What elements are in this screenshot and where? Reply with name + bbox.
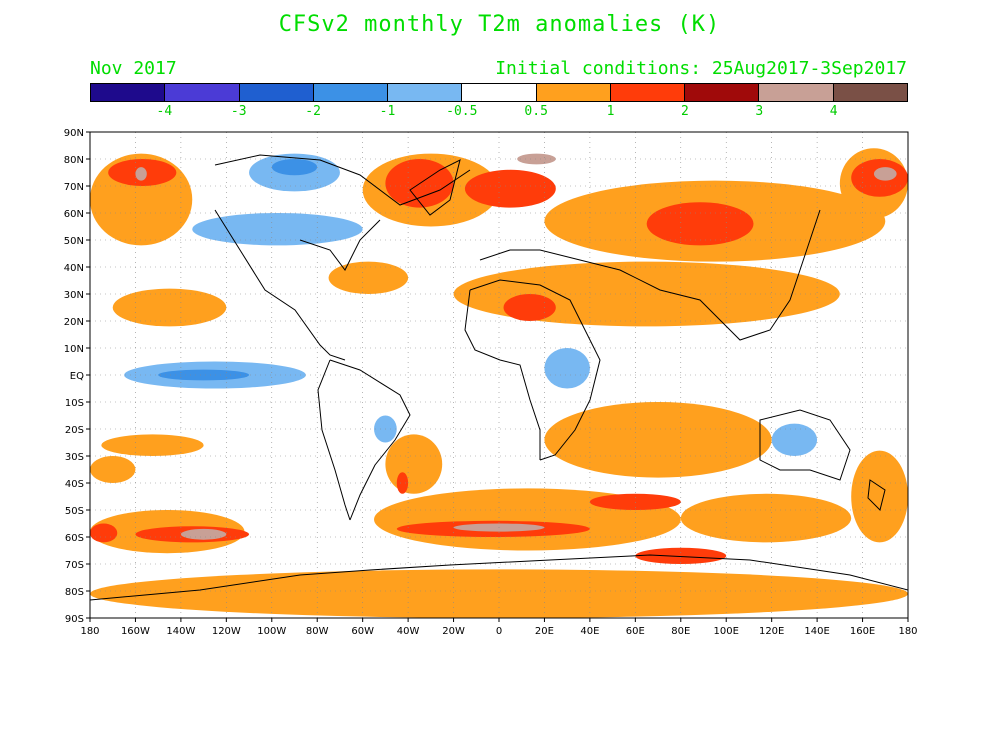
anomaly-region [464,169,556,208]
latitude-tick-label: 40S [65,479,84,490]
anomaly-region [544,402,772,478]
map-title: CFSv2 monthly T2m anomalies (K) [278,12,721,37]
longitude-tick-label: 100E [714,626,739,637]
longitude-tick-label: 160E [850,626,875,637]
longitude-tick-label: 120W [212,626,241,637]
latitude-tick-label: 70N [64,182,84,193]
gridlines [90,132,908,618]
anomaly-regions [90,148,908,618]
longitude-tick-label: 40E [580,626,599,637]
longitude-tick-label: 20E [535,626,554,637]
colorbar-label: 3 [755,104,764,119]
longitude-tick-label: 80W [306,626,329,637]
colorbar-cell [610,84,686,101]
latitude-tick-label: 60N [64,209,84,220]
longitude-axis: 180 160W 140W 120W 100W 80W 60W 40W 20W 0 20E 40E 60… [80,618,918,637]
longitude-tick-label: 140E [804,626,829,637]
longitude-tick-label: 0 [496,626,502,637]
latitude-tick-label: EQ [70,371,84,382]
colorbar-cell [388,84,463,101]
latitude-tick-label: 10N [64,344,84,355]
anomaly-region [851,450,908,543]
latitude-tick-label: 80N [64,155,84,166]
latitude-tick-label: 80S [65,587,84,598]
anomaly-region [271,159,318,176]
longitude-tick-label: 60E [626,626,645,637]
longitude-tick-label: 20W [442,626,465,637]
colorbar-label: 2 [680,104,689,119]
latitude-tick-label: 70S [65,560,84,571]
longitude-tick-label: 120E [759,626,784,637]
colorbar-cell [313,84,389,101]
latitude-tick-label: 50S [65,506,84,517]
latitude-tick-label: 90N [64,128,84,139]
latitude-tick-label: 20N [64,317,84,328]
longitude-tick-label: 100W [257,626,286,637]
anomaly-region [646,202,754,246]
anomaly-region [635,547,727,565]
latitude-tick-label: 20S [65,425,84,436]
anomaly-region [396,472,409,494]
colorbar-label: -4 [156,104,173,119]
longitude-tick-label: 140W [166,626,195,637]
anomaly-region [101,434,204,457]
colorbar-label: -0.5 [446,104,478,119]
plot-frame [89,131,909,619]
anomaly-region [180,528,227,540]
longitude-tick-label: 160W [121,626,150,637]
anomaly-region [873,167,897,181]
colorbar-cell [165,84,240,101]
initial-conditions: Initial conditions: 25Aug2017-3Sep2017 [495,58,907,79]
anomaly-region [680,493,852,543]
colorbar-cell [462,84,537,101]
longitude-tick-label: 60W [351,626,374,637]
colorbar-cell [91,84,166,101]
anomaly-region [135,167,147,181]
anomaly-region [544,348,590,389]
anomaly-region [503,294,556,321]
anomaly-region [328,261,409,294]
colorbar-label: -3 [230,104,247,119]
longitude-tick-label: 180 [898,626,917,637]
longitude-tick-label: 180 [80,626,99,637]
latitude-tick-label: 40N [64,263,84,274]
anomaly-region [90,523,118,543]
latitude-axis: 90N 80N 70N 60N 50N 40N 30N 20N 10N EQ 10S 20S 30S 40… [64,128,90,625]
colorbar-cell [759,84,834,101]
colorbar-label: -2 [305,104,321,119]
anomaly-region [90,456,136,483]
colorbar-cell [685,84,760,101]
latitude-tick-label: 30N [64,290,84,301]
latitude-tick-label: 10S [65,398,84,409]
longitude-tick-label: 40W [397,626,420,637]
colorbar-label: 1 [606,104,615,119]
anomaly-region [771,423,818,456]
longitude-tick-label: 80E [671,626,690,637]
anomaly-region [589,493,681,510]
latitude-tick-label: 90S [65,614,84,625]
colorbar-label: 4 [829,104,838,119]
colorbar-label: 0.5 [524,104,548,119]
coastlines [90,154,908,601]
latitude-tick-label: 30S [65,452,84,463]
anomaly-region [385,434,443,494]
colorbar-cell [239,84,314,101]
latitude-tick-label: 60S [65,533,84,544]
anomaly-region [517,153,556,165]
anomaly-region [90,569,908,618]
colorbar-label: -1 [379,104,396,119]
latitude-tick-label: 50N [64,236,84,247]
colorbar-cell [833,84,907,101]
anomaly-region [192,213,363,246]
colorbar [90,83,908,102]
anomaly-region [112,288,227,327]
forecast-month: Nov 2017 [90,58,177,79]
colorbar-cell [536,84,611,101]
